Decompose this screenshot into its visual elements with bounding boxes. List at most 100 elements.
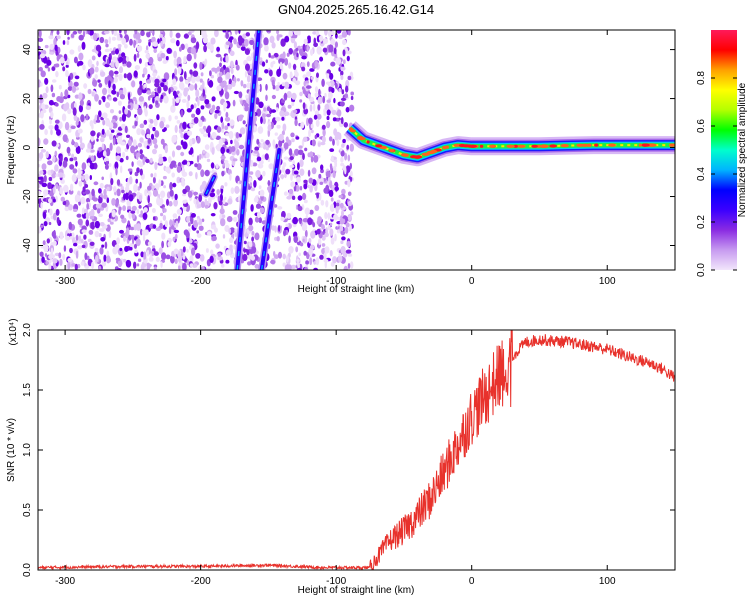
noise-speckle [116, 91, 120, 98]
noise-speckle [210, 75, 215, 79]
noise-speckle [330, 197, 334, 202]
noise-speckle [250, 255, 256, 261]
noise-speckle [329, 222, 333, 226]
noise-speckle [230, 68, 234, 75]
noise-speckle [51, 66, 56, 72]
noise-speckle [283, 81, 290, 90]
noise-speckle [115, 155, 121, 161]
noise-speckle [293, 170, 299, 175]
noise-speckle [141, 88, 147, 94]
noise-speckle [225, 259, 230, 264]
noise-speckle [121, 189, 125, 194]
noise-speckle [191, 153, 194, 158]
noise-speckle [158, 247, 163, 255]
noise-speckle [322, 128, 326, 137]
noise-speckle [187, 76, 192, 83]
noise-speckle [341, 143, 345, 148]
noise-speckle [175, 97, 180, 104]
noise-speckle [240, 46, 246, 51]
noise-speckle [147, 195, 150, 204]
noise-speckle [150, 173, 154, 178]
noise-speckle [311, 139, 316, 147]
noise-speckle [140, 30, 145, 37]
noise-speckle [189, 138, 193, 147]
noise-speckle [339, 215, 343, 224]
noise-speckle [62, 40, 66, 45]
noise-speckle [292, 77, 297, 83]
noise-speckle [316, 113, 322, 120]
noise-speckle [90, 155, 95, 162]
noise-speckle [324, 246, 330, 254]
noise-speckle [327, 212, 331, 220]
noise-speckle [105, 161, 109, 166]
noise-speckle [343, 122, 348, 128]
noise-speckle [44, 64, 49, 69]
noise-speckle [42, 92, 48, 99]
noise-speckle [225, 32, 229, 39]
signal-hotspot [389, 148, 395, 153]
noise-speckle [163, 127, 167, 132]
noise-speckle [78, 34, 84, 41]
noise-speckle [133, 261, 137, 269]
noise-speckle [303, 179, 308, 184]
noise-speckle [38, 190, 41, 195]
noise-speckle [202, 37, 208, 44]
noise-speckle [149, 119, 154, 124]
noise-speckle [38, 66, 43, 72]
noise-speckle [189, 84, 195, 91]
noise-speckle [117, 44, 122, 48]
noise-speckle [345, 85, 349, 93]
noise-speckle [235, 141, 240, 149]
noise-speckle [331, 155, 334, 162]
noise-speckle [193, 103, 197, 109]
noise-speckle [124, 108, 128, 115]
noise-speckle [199, 254, 205, 262]
noise-speckle [139, 80, 143, 85]
noise-speckle [211, 235, 217, 241]
noise-speckle [238, 91, 243, 99]
signal-hotspot [489, 144, 496, 148]
noise-speckle [198, 119, 203, 128]
noise-speckle [88, 211, 93, 217]
noise-speckle [121, 52, 126, 58]
streak-core [260, 149, 280, 270]
noise-speckle [229, 244, 233, 249]
noise-speckle [291, 92, 297, 100]
noise-speckle [76, 213, 82, 218]
noise-speckle [280, 216, 285, 222]
noise-speckle [301, 223, 308, 232]
noise-speckle [336, 216, 341, 220]
noise-speckle [193, 220, 199, 228]
noise-speckle [294, 80, 301, 86]
noise-speckle [347, 201, 353, 207]
noise-speckle [216, 144, 220, 150]
noise-speckle [73, 81, 79, 87]
noise-speckle [228, 131, 234, 139]
noise-speckle [176, 208, 182, 215]
noise-speckle [206, 158, 211, 163]
noise-speckle [217, 195, 221, 203]
noise-speckle [330, 38, 336, 46]
noise-speckle [225, 162, 230, 169]
noise-speckle [215, 135, 221, 140]
noise-speckle [92, 79, 98, 87]
noise-speckle [205, 248, 209, 253]
noise-speckle [341, 89, 345, 95]
noise-speckle [220, 263, 225, 268]
signal-hotspot [453, 143, 461, 147]
noise-speckle [48, 221, 52, 226]
noise-speckle [224, 196, 227, 200]
noise-speckle [43, 189, 49, 196]
noise-speckle [329, 72, 334, 80]
noise-speckle [253, 197, 259, 203]
noise-speckle [85, 212, 90, 220]
noise-speckle [49, 190, 54, 197]
noise-speckle [160, 190, 166, 198]
noise-speckle [181, 177, 185, 184]
noise-speckle [195, 172, 198, 180]
noise-speckle [141, 230, 146, 235]
noise-speckle [288, 148, 293, 156]
noise-speckle [233, 90, 239, 95]
noise-speckle [291, 167, 295, 176]
